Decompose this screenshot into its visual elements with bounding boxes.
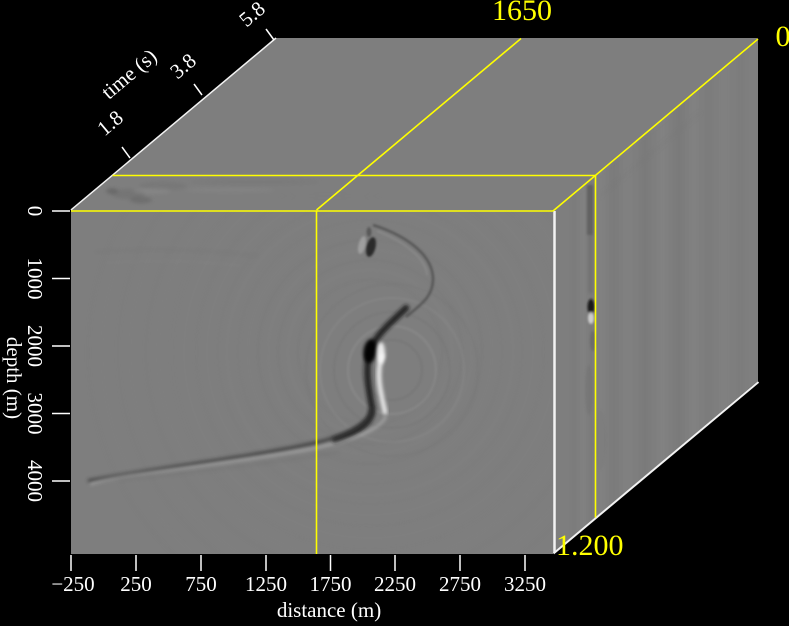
distance-tick-label: 2250 — [374, 572, 416, 596]
distance-tick-label: 2750 — [439, 572, 481, 596]
depth-tick-label: 0 — [23, 206, 47, 217]
cube-edge-top-left — [70, 37, 277, 211]
cube-edges — [70, 37, 760, 555]
top-face-panel — [71, 38, 758, 211]
depth-tick-label: 3000 — [23, 393, 47, 435]
depth-tick-label: 1000 — [23, 258, 47, 300]
frame-position-labels: 1650 0 1.200 — [492, 0, 789, 562]
distance-tick-label: 3250 — [504, 572, 546, 596]
time-tick — [121, 146, 131, 159]
distance-tick-label: 1250 — [245, 572, 287, 596]
front-face-panel — [71, 210, 553, 554]
frame-depth-label: 0 — [776, 20, 789, 53]
axis-labels: 0 1000 2000 3000 4000 depth (m) −250 250… — [2, 0, 546, 622]
time-tick — [193, 83, 203, 96]
crosshair-depth-side — [552, 38, 759, 212]
distance-tick-label: 1750 — [310, 572, 352, 596]
distance-tick-label: 250 — [120, 572, 152, 596]
depth-axis-title: depth (m) — [2, 337, 26, 419]
axis-ticks — [52, 28, 526, 571]
crosshair-distance-top — [315, 37, 522, 211]
frame-crosshairs — [71, 37, 759, 554]
frame-time-label: 1.200 — [556, 529, 624, 562]
depth-tick-label: 2000 — [23, 325, 47, 367]
distance-axis-title: distance (m) — [277, 598, 381, 622]
top-face-seismic-texture — [106, 178, 390, 204]
distance-tick-label: 750 — [185, 572, 217, 596]
distance-tick-label: −250 — [51, 572, 94, 596]
cube-edge-bottom-right — [552, 381, 760, 555]
depth-tick-label: 4000 — [23, 460, 47, 502]
top-face — [71, 38, 758, 211]
time-tick — [265, 28, 275, 41]
frame-distance-label: 1650 — [492, 0, 552, 27]
